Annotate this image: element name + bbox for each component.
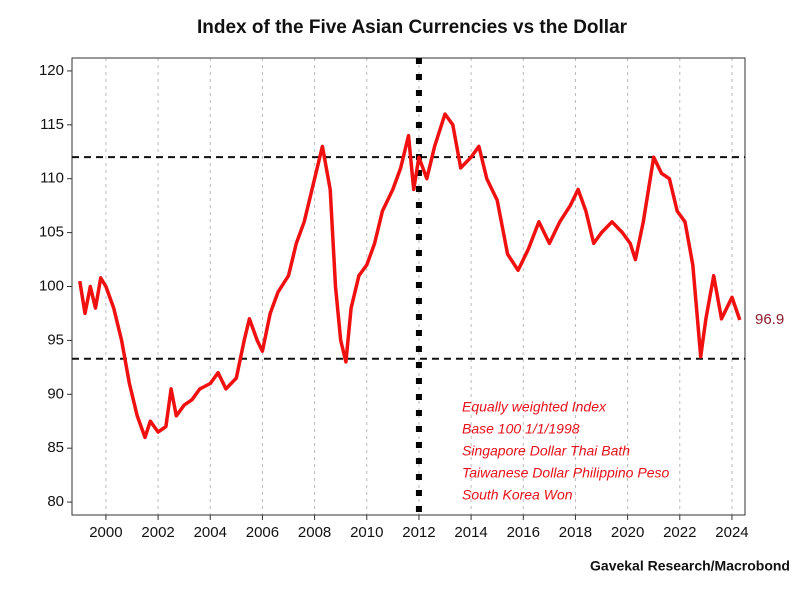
x-tick-label: 2022 <box>663 524 696 541</box>
x-tick-label: 2002 <box>141 524 174 541</box>
x-tick-label: 2012 <box>402 524 435 541</box>
x-tick-label: 2016 <box>507 524 540 541</box>
source: Gavekal Research/Macrobond <box>590 558 790 574</box>
y-tick-label: 100 <box>39 277 64 294</box>
y-tick-label: 95 <box>47 331 64 348</box>
data-line <box>78 112 742 440</box>
y-tick-label: 85 <box>47 439 64 456</box>
x-tick-label: 2018 <box>559 524 592 541</box>
chart-title: Index of the Five Asian Currencies vs th… <box>197 17 628 38</box>
annotation: Taiwanese Dollar Philippino Peso <box>462 465 669 481</box>
y-tick-label: 80 <box>47 493 64 510</box>
annotation: Equally weighted Index <box>462 399 607 415</box>
annotation: Singapore Dollar Thai Bath <box>462 443 630 459</box>
y-tick-label: 120 <box>39 62 64 79</box>
y-tick-label: 105 <box>39 224 64 241</box>
y-tick-label: 90 <box>47 385 64 402</box>
x-tick-label: 2010 <box>350 524 383 541</box>
end-label: 96.9 <box>755 311 784 328</box>
x-tick-label: 2004 <box>194 524 227 541</box>
y-tick-label: 110 <box>40 170 64 187</box>
x-tick-label: 2000 <box>89 524 122 541</box>
y-tick-label: 115 <box>40 116 64 133</box>
x-tick-label: 2014 <box>454 524 487 541</box>
x-tick-label: 2020 <box>611 524 644 541</box>
plot-frame <box>71 57 746 516</box>
x-tick-label: 2024 <box>715 524 748 541</box>
annotation: South Korea Won <box>462 487 573 503</box>
x-tick-label: 2008 <box>298 524 331 541</box>
annotation: Base 100 1/1/1998 <box>462 421 580 437</box>
x-tick-label: 2006 <box>246 524 279 541</box>
